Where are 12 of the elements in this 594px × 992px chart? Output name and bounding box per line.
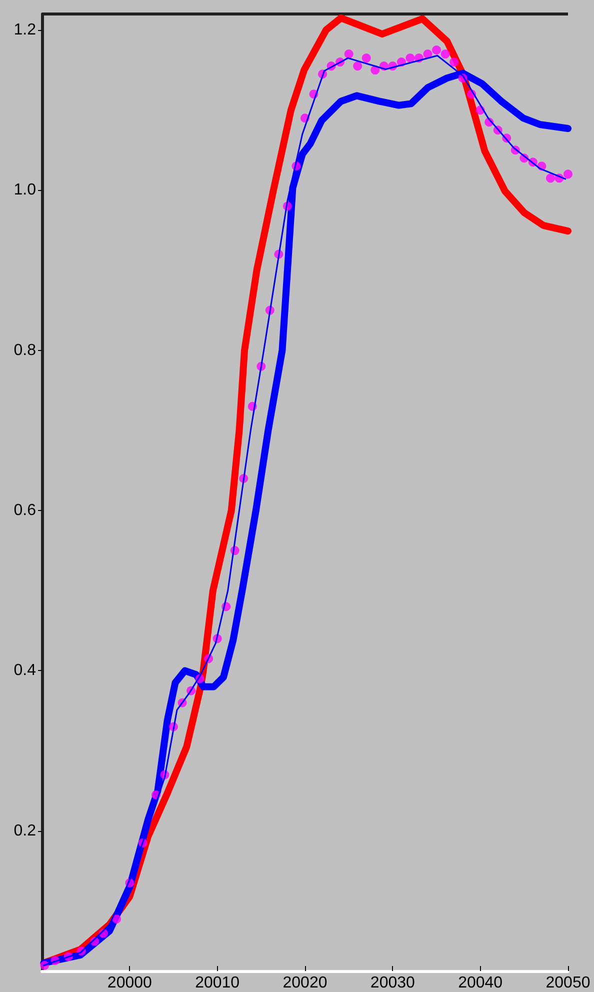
x-tick-label: 20010 bbox=[195, 974, 240, 992]
y-tick-label: 1.2 bbox=[14, 22, 36, 39]
x-tick-label: 20020 bbox=[282, 974, 328, 992]
y-tick-label: 0.4 bbox=[14, 662, 36, 680]
y-tick-label: 0.2 bbox=[14, 822, 36, 840]
x-tick-label: 20030 bbox=[370, 974, 416, 992]
x-tick-label: 20040 bbox=[458, 974, 503, 992]
y-tick-label: 0.6 bbox=[14, 502, 36, 520]
x-tick-label: 20000 bbox=[107, 974, 152, 992]
x-tick-label: 20050 bbox=[546, 974, 590, 992]
y-tick-label: 0.8 bbox=[14, 342, 36, 359]
y-tick-label: 1.0 bbox=[14, 182, 36, 199]
